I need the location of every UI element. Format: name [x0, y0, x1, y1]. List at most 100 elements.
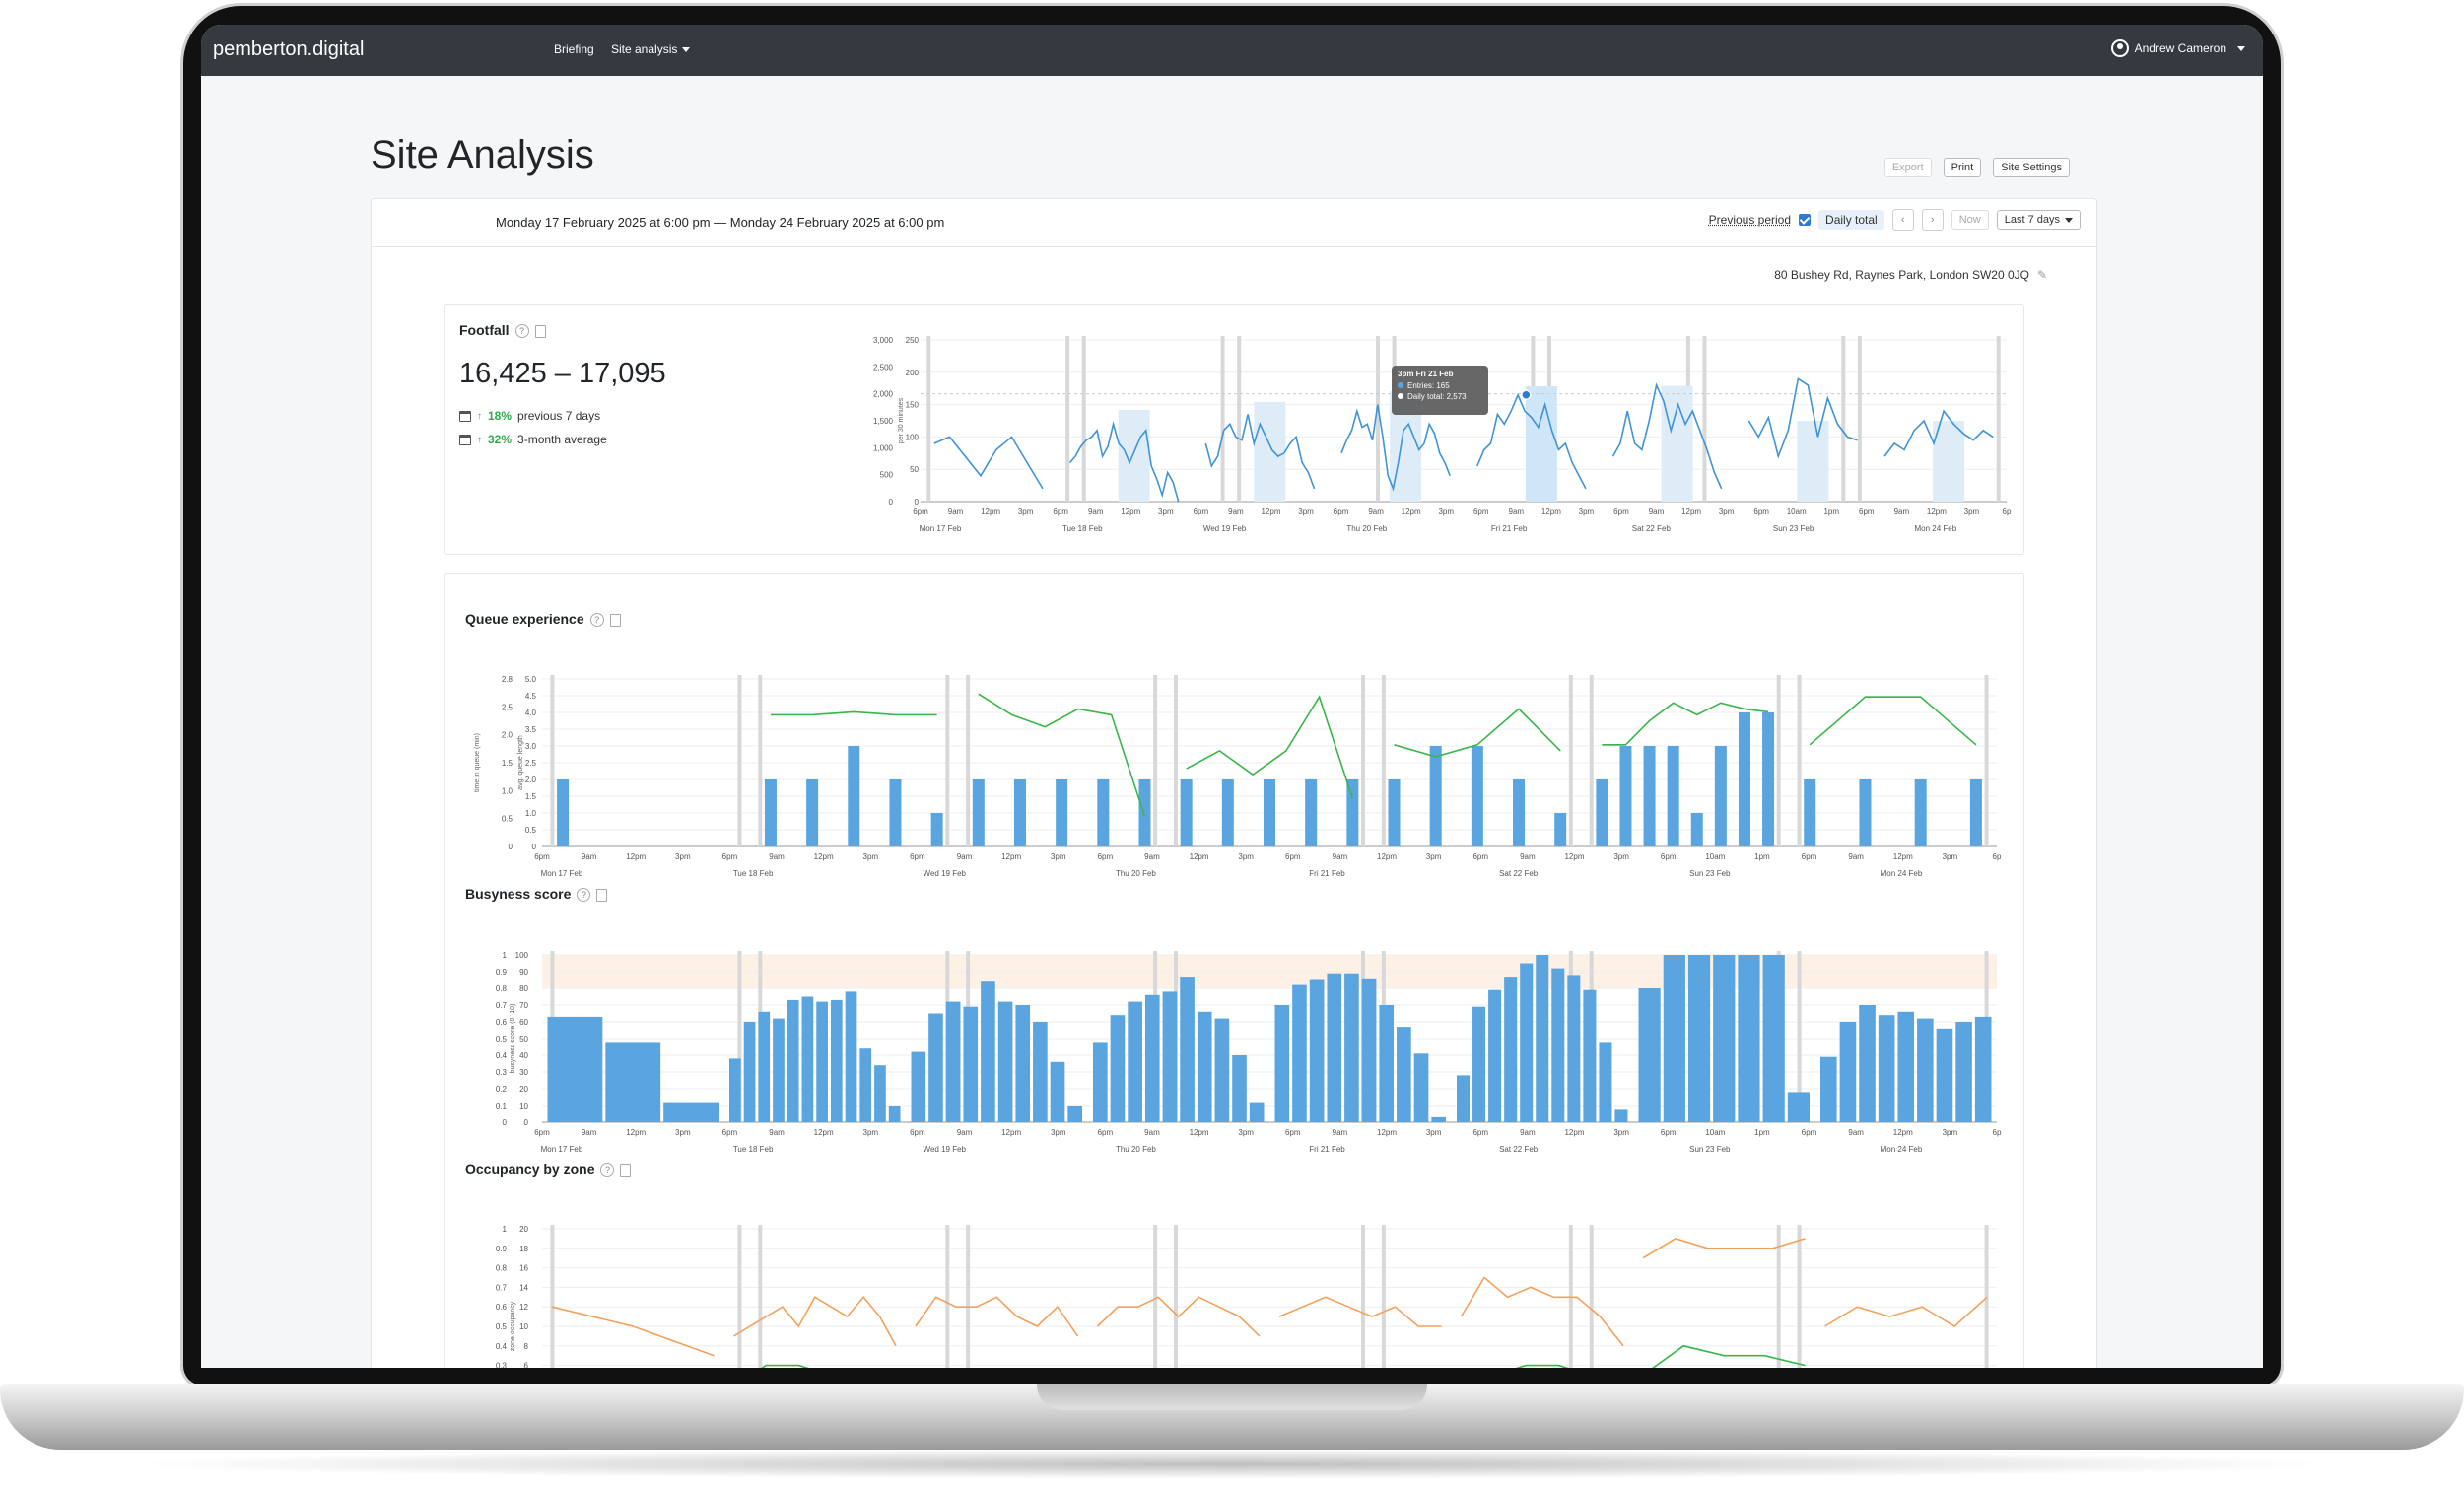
queue-bar — [1762, 712, 1775, 846]
queue-bar — [1619, 746, 1632, 846]
y-tick-right: 1.0 — [525, 809, 537, 818]
occupancy-line-green — [1515, 1364, 1569, 1368]
document-icon[interactable] — [620, 1163, 632, 1177]
x-tick-label: 3pm — [1298, 507, 1314, 516]
busyness-bar — [981, 981, 995, 1122]
y-tick-right: 2.5 — [525, 759, 537, 768]
user-menu[interactable]: Andrew Cameron — [2110, 39, 2245, 57]
help-icon[interactable]: ? — [600, 1163, 615, 1178]
x-tick-label: 9am — [1894, 507, 1910, 516]
busyness-bar — [1413, 1053, 1429, 1122]
queue-bar — [1056, 779, 1068, 846]
y-tick-right: 14 — [519, 1283, 528, 1292]
print-button[interactable]: Print — [1943, 158, 1982, 177]
footfall-chart[interactable]: 0 500 1,000 1,500 2,000 2,500 3,000 0 50 100 150 20… — [753, 320, 2015, 547]
busyness-bar — [1738, 955, 1760, 1122]
night-separator — [1984, 675, 1989, 846]
chevron-right-icon[interactable]: › — [1921, 209, 1944, 231]
x-tick-label: 9am — [1144, 1128, 1160, 1137]
help-icon[interactable]: ? — [514, 324, 529, 339]
busyness-bar — [1567, 975, 1581, 1122]
occupancy-chart[interactable]: 00.10.20.30.40.50.60.70.80.9102468101214… — [459, 1187, 2017, 1368]
now-button[interactable]: Now — [1951, 210, 1989, 230]
x-tick-label: 12pm — [1377, 1128, 1397, 1137]
x-tick-label: 3pm — [1051, 1128, 1066, 1137]
footfall-panel — [444, 304, 2024, 555]
legend-dot-icon — [1398, 393, 1403, 399]
y-tick-right: 12 — [519, 1303, 528, 1312]
daily-total-toggle[interactable]: Daily total — [1818, 210, 1884, 230]
busyness-bar — [1214, 1018, 1230, 1122]
y-tick-left: 0.9 — [496, 1245, 508, 1253]
y-tick-left: 2.0 — [502, 731, 513, 740]
chevron-down-icon — [2237, 45, 2245, 51]
x-tick-label: 10am — [1787, 507, 1807, 516]
site-address: 80 Bushey Rd, Raynes Park, London SW20 0… — [1774, 268, 2029, 282]
site-settings-button[interactable]: Site Settings — [1993, 158, 2070, 177]
busyness-title: Busyness score? — [465, 886, 608, 903]
queue-bar — [1264, 779, 1275, 846]
y-tick-right: 8 — [524, 1342, 529, 1351]
footfall-line — [1611, 382, 1723, 490]
document-icon[interactable] — [609, 613, 621, 627]
legend-dot-icon — [1398, 382, 1403, 388]
busyness-bar — [605, 1042, 661, 1122]
pencil-icon[interactable]: ✎ — [2036, 268, 2047, 282]
y-axis-label: zone occupancy — [510, 1301, 516, 1351]
x-tick-label: 3pm — [1613, 852, 1629, 861]
busyness-bar — [787, 999, 799, 1122]
busyness-bar — [1551, 968, 1565, 1122]
queue-bar — [889, 779, 902, 846]
x-tick-label: 6pm — [1802, 852, 1817, 861]
busyness-bar — [729, 1058, 741, 1122]
x-tick-label: 6pm — [1802, 1128, 1817, 1137]
chevron-left-icon[interactable]: ‹ — [1891, 209, 1914, 231]
busyness-bar — [1144, 994, 1160, 1122]
y-tick-right: 50 — [519, 1035, 528, 1044]
export-button[interactable]: Export — [1883, 158, 1932, 177]
previous-period-checkbox[interactable] — [1799, 214, 1812, 226]
y-tick-left: 0.6 — [496, 1303, 508, 1312]
help-icon[interactable]: ? — [589, 613, 604, 628]
busyness-bar — [1974, 1016, 1992, 1122]
y-tick-right: 100 — [906, 433, 920, 441]
footfall-line — [1883, 409, 1994, 457]
day-label: Sun 23 Feb — [1689, 869, 1731, 878]
laptop-notch — [1037, 1384, 1427, 1410]
x-tick-label: 12pm — [814, 852, 834, 861]
busyness-bar — [1015, 1005, 1031, 1122]
busyness-bar — [845, 991, 857, 1122]
x-tick-label: 9am — [1333, 852, 1348, 861]
busyness-bar — [663, 1102, 719, 1122]
day-label: Sun 23 Feb — [1773, 524, 1814, 533]
busyness-bar — [743, 1022, 756, 1122]
y-tick-left: 0.5 — [496, 1035, 508, 1044]
nav-site-analysis[interactable]: Site analysis — [611, 42, 691, 56]
night-separator — [1776, 1225, 1781, 1368]
y-axis-label: avg. queue length — [517, 735, 524, 790]
x-tick-label: 3pm — [1051, 852, 1066, 861]
y-tick-right: 3.5 — [525, 725, 537, 734]
x-tick-label: 3pm — [1613, 1128, 1629, 1137]
x-tick-label: 6pm — [1285, 1128, 1301, 1137]
queue-chart[interactable]: 0 0.5 1.0 1.5 2.0 2.5 2.8 0 0.5 1.0 1.5 2.0 2.5 3.0 3.… — [459, 636, 2017, 892]
night-separator — [1857, 336, 1862, 502]
footfall-line — [1068, 421, 1180, 503]
period-select[interactable]: Last 7 days — [1996, 210, 2081, 230]
busyness-bar — [1472, 1006, 1486, 1122]
occupancy-line-orange — [551, 1306, 715, 1357]
night-separator — [1797, 951, 1802, 1122]
busyness-chart[interactable]: 00.10.20.30.40.50.60.70.80.9101020304050… — [459, 911, 2017, 1168]
night-separator — [1776, 675, 1781, 846]
busyness-bar — [1050, 1061, 1065, 1122]
night-separator — [758, 675, 763, 846]
nav-briefing[interactable]: Briefing — [554, 42, 594, 56]
document-icon[interactable] — [596, 888, 608, 902]
help-icon[interactable]: ? — [577, 888, 591, 903]
night-separator — [550, 675, 555, 846]
x-tick-label: 6p — [1993, 852, 2002, 861]
night-separator — [966, 1225, 971, 1368]
brand-logo[interactable]: pemberton.digital — [213, 38, 365, 60]
document-icon[interactable] — [534, 324, 546, 338]
night-separator — [1841, 336, 1846, 502]
